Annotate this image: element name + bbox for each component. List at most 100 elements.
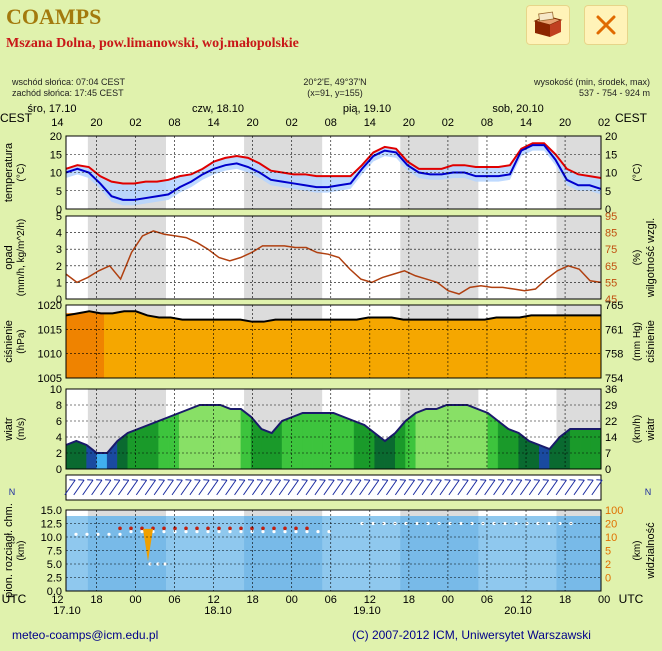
bottom-hour-label: 12: [207, 594, 219, 606]
wind-barb-flag: [140, 479, 147, 481]
wind-barb: [439, 479, 451, 496]
wind-barb-flag: [560, 479, 567, 481]
bottom-hour-label: 00: [442, 594, 454, 606]
wind-barb-flag: [292, 479, 299, 481]
cloud-marker: [129, 530, 133, 534]
wind-speed-segment: [590, 428, 602, 470]
wind-speed-segment: [220, 404, 231, 470]
wind-barb-flag: [506, 479, 513, 481]
wind-speed-segment: [178, 408, 190, 470]
right-tick-label: 5: [605, 186, 611, 198]
wind-speed-segment: [508, 428, 519, 470]
visibility-marker: [305, 526, 309, 531]
left-axis-label: opad: [3, 245, 15, 269]
wind-barb-flag: [212, 479, 219, 481]
email-link[interactable]: meteo-coamps@icm.edu.pl: [12, 628, 159, 642]
right-tick-label: 20: [605, 131, 617, 143]
wind-barb-shaft: [189, 479, 201, 496]
top-hour-label: 20: [247, 117, 259, 129]
cloud-marker: [85, 532, 89, 536]
wind-barb-flag: [578, 479, 585, 481]
wind-barb-shaft: [528, 479, 541, 496]
wind-barb: [323, 479, 335, 496]
wind-barb-flag: [515, 479, 522, 481]
elevation-values: 537 - 754 - 924 m: [578, 88, 650, 98]
wind-barb-shaft: [287, 479, 299, 496]
day-label: pią, 19.10: [343, 103, 391, 115]
right-tick-label: 765: [605, 300, 623, 312]
wind-barb-shaft: [421, 479, 433, 496]
wind-barb: [457, 479, 469, 496]
wind-barb-flag: [462, 479, 469, 481]
wind-barb: [126, 479, 139, 496]
visibility-marker: [217, 526, 221, 531]
wind-barb-flag: [239, 479, 245, 481]
wind-barb: [109, 479, 121, 496]
close-button[interactable]: [584, 5, 628, 45]
wind-barb: [189, 479, 201, 496]
page-title: COAMPS: [6, 4, 102, 29]
wind-barb-flag: [364, 479, 370, 481]
left-tick-label: 10.0: [41, 532, 62, 544]
left-tick-label: 5.0: [47, 559, 62, 571]
bottom-date-label: 19.10: [353, 605, 381, 617]
wind-speed-segment: [477, 408, 489, 470]
location-title: Mszana Dolna, pow.limanowski, woj.małopo…: [6, 36, 299, 51]
wind-speed-segment: [487, 412, 499, 470]
left-tick-label: 15.0: [41, 505, 62, 517]
wind-barb-flag: [167, 479, 174, 481]
right-tick-label: 14: [605, 432, 617, 444]
wind-barb-flag: [444, 479, 451, 481]
wind-barb-shaft: [162, 479, 174, 496]
wind-barb-shaft: [457, 479, 469, 496]
wind-barb-shaft: [475, 479, 487, 496]
wind-barb-flag: [390, 479, 397, 481]
visibility-marker: [283, 526, 287, 531]
wind-barb-shaft: [296, 479, 308, 496]
wind-barb: [359, 479, 371, 496]
wind-barb-flag: [105, 479, 111, 481]
left-tick-label: 12.5: [41, 519, 62, 531]
right-tick-label: 754: [605, 373, 623, 385]
pressure-line: [65, 310, 601, 323]
panel-frame: [65, 474, 602, 501]
wind-barb: [412, 479, 424, 496]
wind-speed-segment: [425, 408, 437, 470]
left-tick-label: 1: [56, 277, 62, 289]
wind-barb-flag: [328, 479, 335, 481]
wind-barb: [332, 479, 344, 496]
wind-barb-shaft: [216, 479, 228, 496]
cloud-marker: [327, 530, 331, 534]
cloud-marker: [415, 521, 419, 526]
night-band: [244, 516, 323, 591]
wind-speed-segment: [322, 412, 334, 470]
wind-barb-flag: [542, 479, 549, 481]
wind-barb-flag: [122, 479, 129, 481]
wind-barb-shaft: [153, 479, 165, 496]
bottom-date-label: 20.10: [504, 605, 532, 617]
wind-barb: [430, 479, 442, 496]
wind-barb: [64, 479, 76, 496]
left-tick-label: 7.5: [47, 546, 62, 558]
wind-barb-shaft: [260, 479, 273, 496]
wind-barb: [180, 479, 192, 496]
right-tick-label: 758: [605, 349, 623, 361]
wind-speed-segment: [580, 428, 591, 470]
left-tick-label: 0: [56, 464, 62, 476]
wind-barb: [162, 479, 174, 496]
left-tick-label: 5: [56, 186, 62, 198]
right-tick-label: 20: [605, 519, 617, 531]
cloud-marker: [547, 521, 551, 526]
wind-barb-flag: [69, 479, 76, 481]
wind-barb-shaft: [546, 479, 558, 496]
wind-speed-segment: [96, 452, 108, 470]
wind-barb: [252, 479, 264, 496]
wind-barb-flag: [408, 479, 415, 481]
wind-speed-segment: [261, 428, 273, 470]
map-button[interactable]: [526, 5, 570, 45]
visibility-marker: [228, 526, 232, 531]
left-tick-label: 0: [56, 294, 62, 306]
grid-text: (x=91, y=155): [307, 88, 363, 98]
wind-barb: [385, 479, 398, 496]
wind-barb-shaft: [341, 479, 353, 496]
